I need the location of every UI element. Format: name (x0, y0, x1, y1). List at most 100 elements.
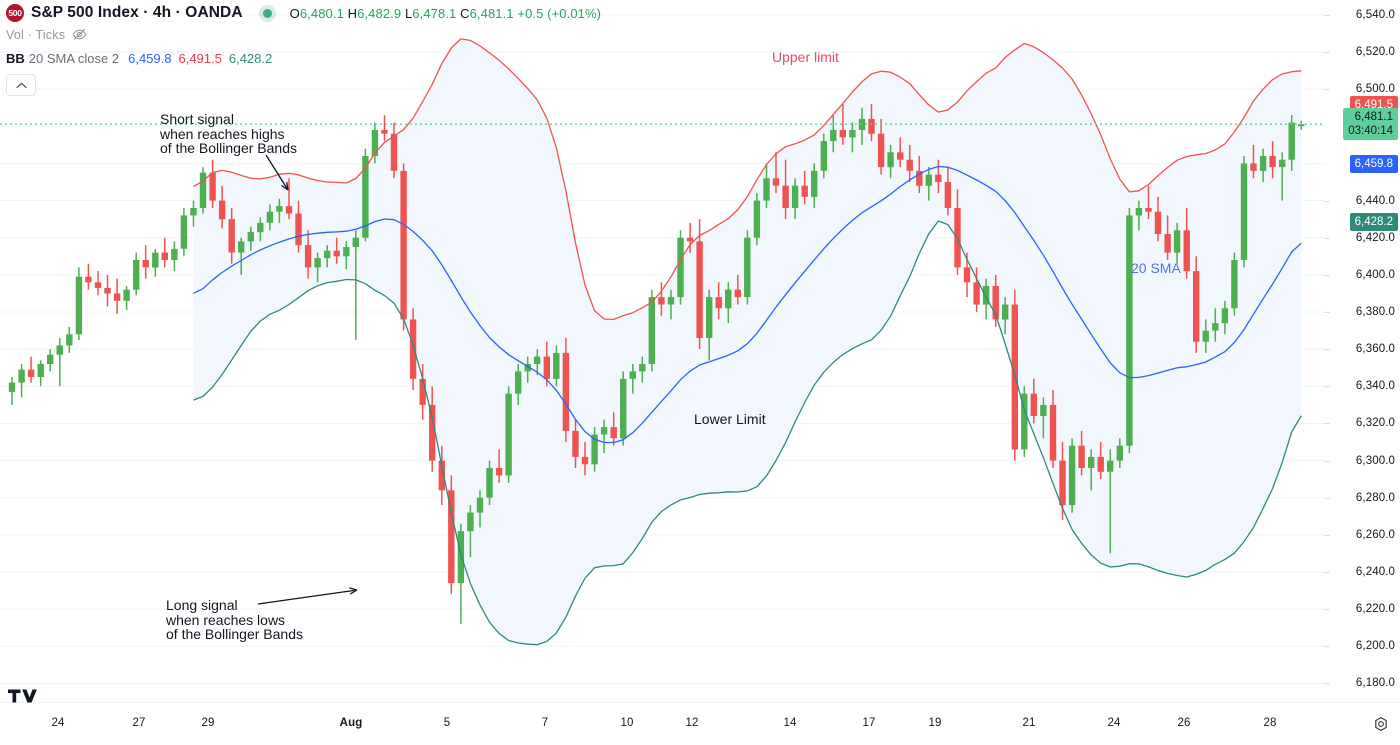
price-tick-label: 6,220.0 (1355, 603, 1395, 616)
legend-collapse-button[interactable] (6, 74, 36, 96)
candle-body (1202, 330, 1209, 342)
price-tick (1325, 423, 1330, 425)
price-tick-label: 6,200.0 (1355, 640, 1395, 653)
candle-body (801, 185, 808, 197)
candle-body (553, 352, 560, 379)
price-tick (1325, 683, 1330, 685)
price-tick-label: 6,540.0 (1355, 8, 1395, 21)
candle-body (1078, 445, 1085, 468)
time-tick-label: 29 (201, 717, 215, 729)
candle-body (543, 356, 550, 379)
chart-legend: 500 S&P 500 Index · 4h · OANDA O6,480.1 … (6, 2, 601, 96)
candle-body (161, 252, 168, 260)
candle-body (963, 267, 971, 283)
indicator-name: BB (6, 50, 25, 66)
time-tick-label: 17 (862, 717, 876, 729)
candle-body (581, 456, 589, 465)
candle-body (868, 118, 875, 134)
candle-body (706, 297, 713, 338)
candle-body (696, 241, 703, 338)
price-tick (1325, 646, 1330, 648)
last-price-badge-countdown: 03:40:14 (1348, 125, 1393, 138)
price-tick (1325, 200, 1330, 202)
candle-body (1173, 230, 1181, 253)
candle-body (1193, 271, 1200, 342)
candle-body (295, 213, 302, 246)
price-tick (1325, 274, 1330, 276)
chart-settings-icon[interactable] (1372, 716, 1390, 734)
candle-body (448, 490, 455, 584)
open-value: 6,480.1 (299, 5, 344, 21)
candle-body (400, 170, 407, 320)
price-tick (1325, 386, 1330, 388)
candle-body (343, 247, 350, 257)
candle-body (772, 178, 780, 186)
volume-row[interactable]: Vol · Ticks (6, 25, 601, 44)
candle-body (677, 237, 684, 298)
candle-body (419, 378, 426, 405)
basis-sma-line (193, 165, 1302, 444)
time-tick-label: 12 (685, 717, 699, 729)
candle-body (562, 352, 570, 431)
candle-body (266, 211, 274, 223)
price-tick (1325, 89, 1330, 91)
basis-badge-value: 6,459.8 (1354, 157, 1393, 170)
symbol-title[interactable]: S&P 500 Index · 4h · OANDA (31, 4, 243, 21)
price-tick (1325, 609, 1330, 611)
candle-body (429, 404, 436, 461)
ohlc-values: O6,480.1 H6,482.9 L6,478.1 C6,481.1 +0.5… (290, 6, 601, 21)
candle-body (1002, 304, 1009, 320)
candle-body (333, 250, 340, 257)
price-tick (1325, 534, 1330, 536)
time-axis[interactable]: 24 27 29 Aug 5 7 10 12 14 17 19 21 24 26 28 (0, 702, 1400, 745)
basis-badge[interactable]: 6,459.8 (1349, 154, 1398, 173)
candle-body (1212, 323, 1219, 331)
candle-body (1145, 208, 1152, 212)
price-axis[interactable]: 6,540.0 6,520.0 6,500.0 6,440.0 6,420.0 6,400… (1325, 0, 1400, 702)
price-tick-label: 6,180.0 (1355, 677, 1395, 690)
price-tick-label: 6,320.0 (1355, 417, 1395, 430)
candle-body (1097, 456, 1104, 472)
candle-body (1059, 460, 1066, 506)
price-tick-label: 6,420.0 (1355, 231, 1395, 244)
chart-plot-area[interactable] (0, 0, 1325, 702)
lower-band-badge[interactable]: 6,428.2 (1349, 213, 1398, 232)
candle-body (209, 172, 216, 201)
high-label: H (347, 5, 358, 21)
price-tick-label: 6,440.0 (1355, 194, 1395, 207)
bollinger-band-fill (193, 38, 1302, 645)
symbol-row[interactable]: 500 S&P 500 Index · 4h · OANDA O6,480.1 … (6, 2, 601, 24)
candle-body (66, 334, 73, 346)
candle-body (1021, 393, 1028, 450)
indicator-upper-value: 6,491.5 (178, 50, 222, 66)
candle-body (438, 460, 445, 491)
price-tick (1325, 349, 1330, 351)
time-tick-label: 24 (1107, 717, 1121, 729)
volume-label: Vol · Ticks (6, 27, 66, 42)
candle-body (791, 185, 799, 208)
candle-body (199, 172, 207, 208)
price-tick (1325, 572, 1330, 573)
candle-body (314, 258, 321, 268)
indicator-row[interactable]: BB 20 SMA close 2 6,459.8 6,491.5 6,428.… (6, 47, 601, 69)
price-tick-label: 6,360.0 (1355, 343, 1395, 356)
eye-off-icon[interactable] (72, 28, 87, 41)
candle-body (1183, 230, 1190, 272)
candle-body (1164, 234, 1171, 253)
candle-body (457, 531, 465, 584)
market-status-dot (262, 8, 272, 18)
upper-band-line (193, 38, 1302, 321)
price-tick-label: 6,340.0 (1355, 380, 1395, 393)
candle-body (152, 252, 159, 268)
lower-band-badge-value: 6,428.2 (1354, 216, 1393, 229)
lower-limit-label: Lower Limit (694, 411, 766, 427)
indicator-lower-value: 6,428.2 (228, 50, 273, 66)
candle-body (925, 174, 932, 186)
low-label: L (404, 5, 413, 21)
candle-body (276, 206, 283, 212)
candle-body (524, 364, 531, 372)
candle-body (620, 378, 627, 439)
last-price-badge[interactable]: 6,481.1 03:40:14 (1343, 108, 1398, 141)
tradingview-logo[interactable] (8, 686, 38, 706)
price-tick-label: 6,260.0 (1355, 528, 1395, 541)
